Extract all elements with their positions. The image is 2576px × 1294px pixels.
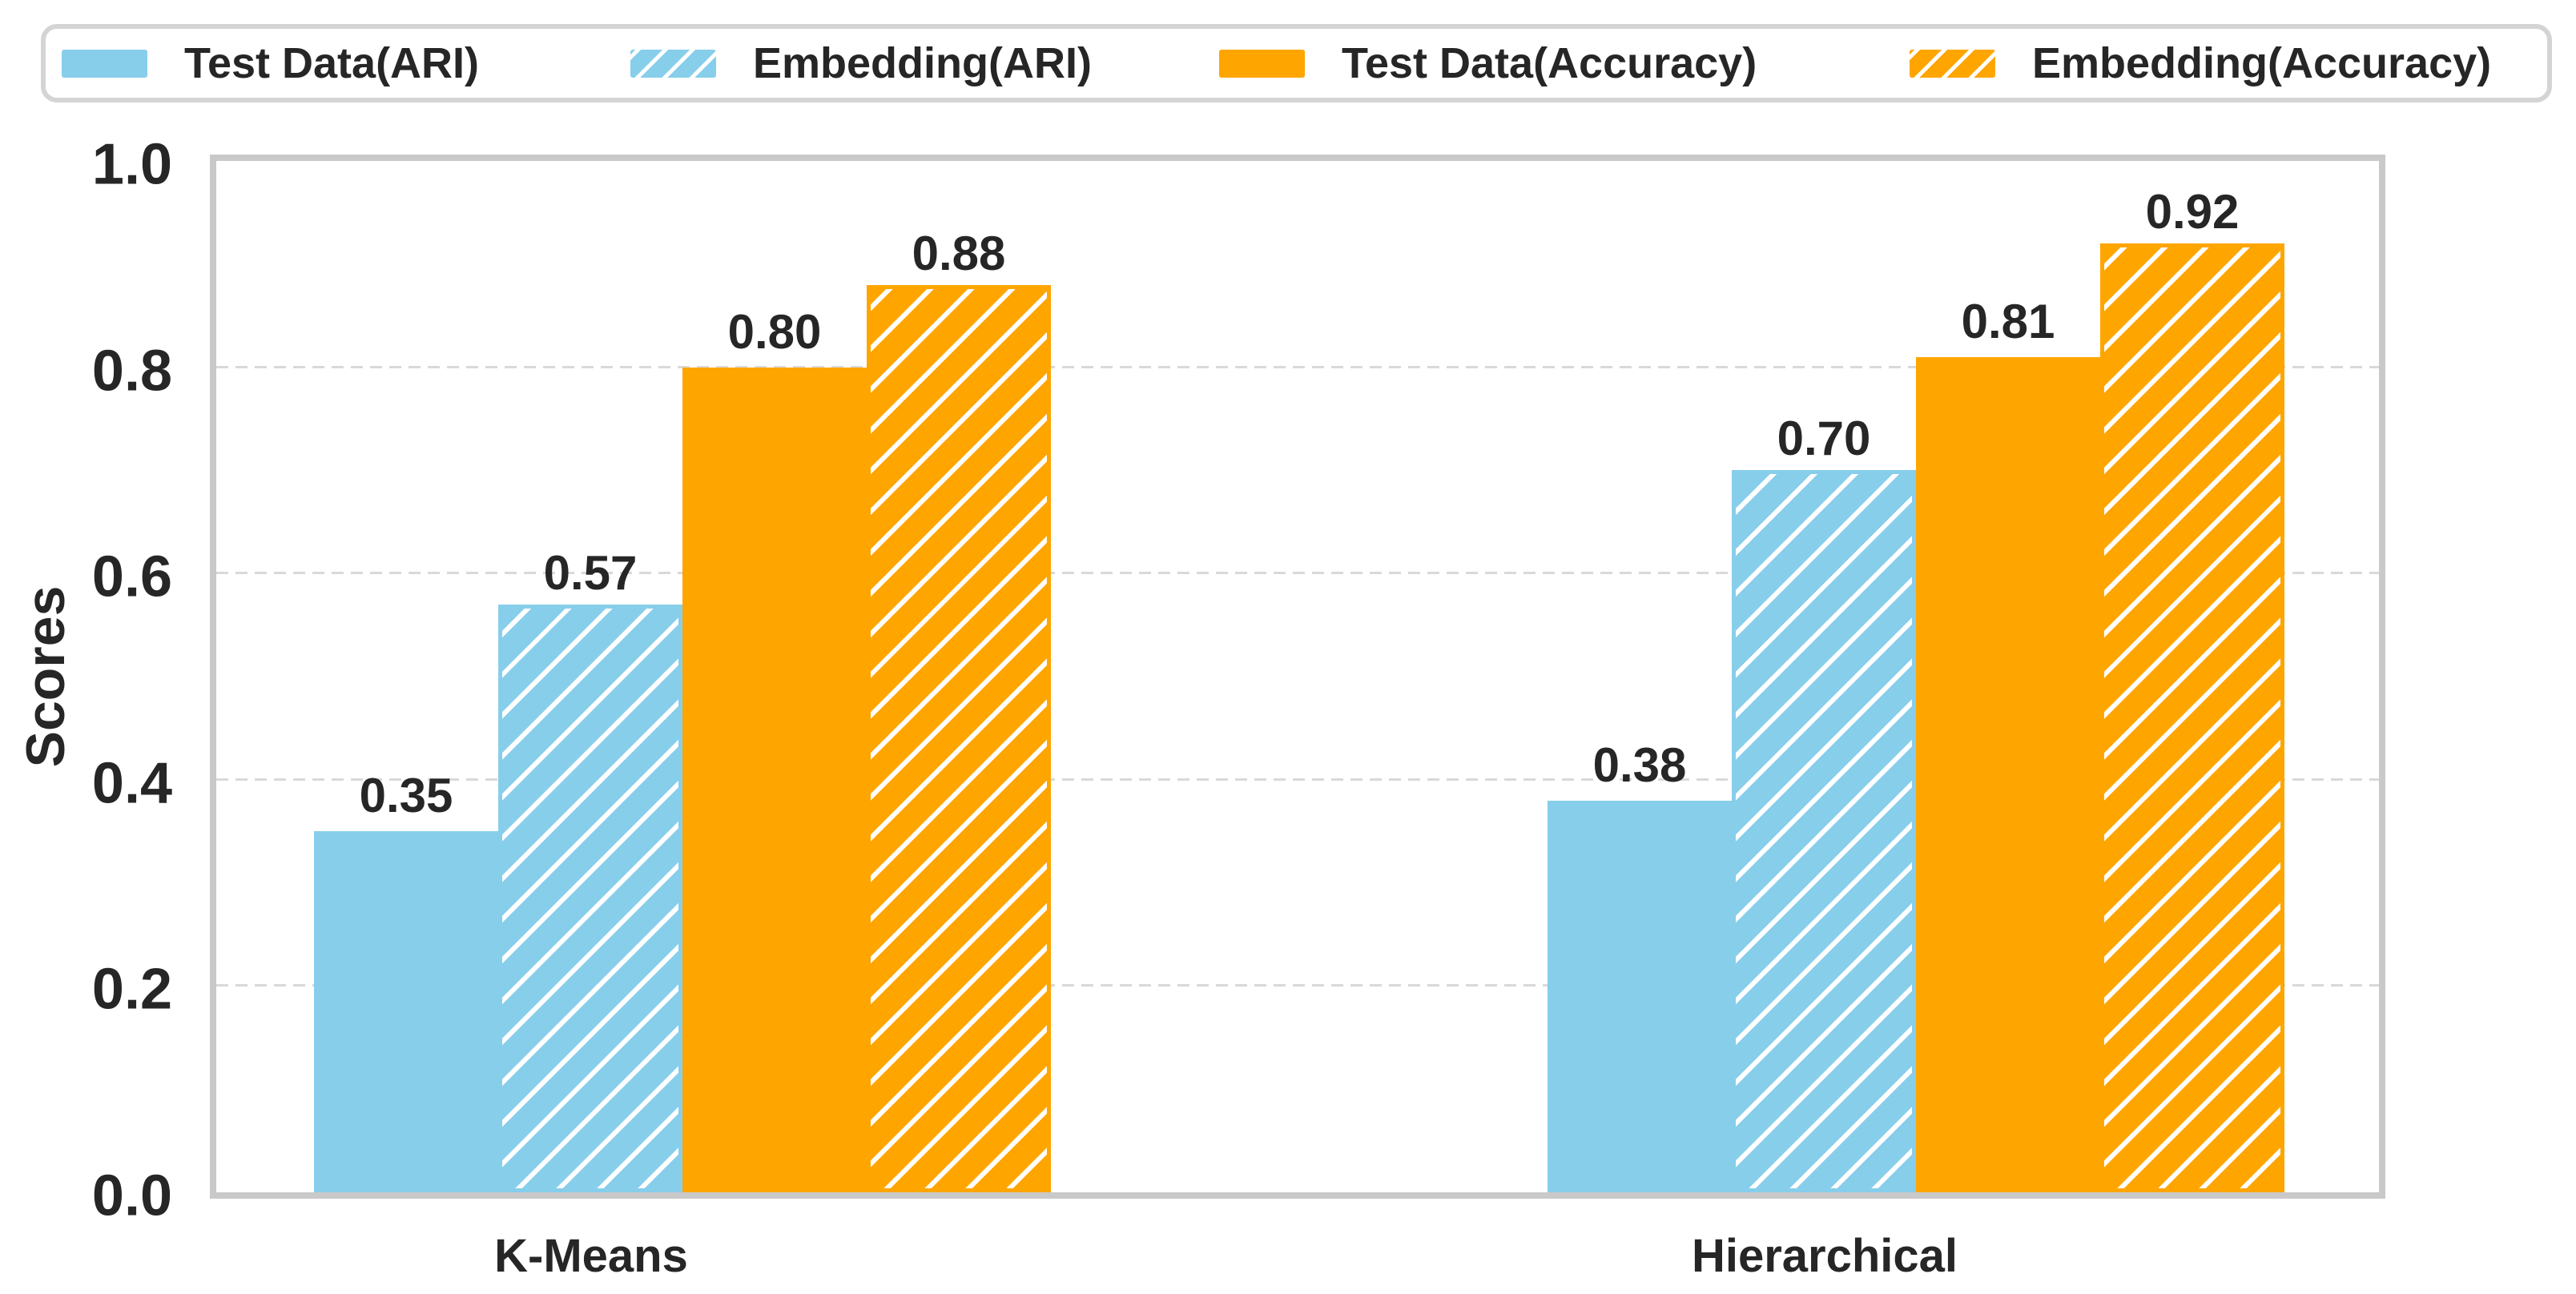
gridline: [216, 365, 2379, 368]
x-category-label: K-Means: [494, 1230, 688, 1282]
legend-swatch-solid-icon: [62, 49, 147, 78]
bar-solid: 0.80: [682, 307, 867, 1192]
legend-item: Test Data(ARI): [62, 29, 479, 98]
y-axis-tick-labels: 0.0 0.2 0.4 0.6 0.8 1.0: [0, 135, 172, 1224]
y-tick-label: 0.0: [91, 1163, 172, 1228]
legend-swatch-hatched-icon: [1910, 49, 1995, 78]
legend-label: Embedding(Accuracy): [2032, 39, 2492, 87]
gridline: [216, 572, 2379, 575]
bar-solid: 0.81: [1916, 297, 2100, 1192]
bar-solid: 0.35: [314, 772, 498, 1192]
bar-hatched: 0.88: [867, 229, 1051, 1192]
y-tick-label: 0.6: [91, 545, 172, 609]
legend-label: Test Data(ARI): [184, 39, 480, 87]
bar-value-label: 0.70: [1777, 412, 1871, 466]
legend-label: Test Data(Accuracy): [1342, 39, 1757, 87]
bar-hatched: 0.57: [498, 549, 682, 1192]
bar-hatched: 0.70: [1732, 415, 1916, 1192]
y-tick-label: 0.4: [91, 751, 172, 816]
bar-value-label: 0.88: [912, 226, 1006, 280]
bar-value-label: 0.92: [2145, 185, 2240, 239]
bar-solid: 0.38: [1548, 741, 1732, 1192]
y-tick-label: 0.2: [91, 957, 172, 1022]
plot-area: 0.35 0.57 0.80 0.88 0.38 0.70 0.81 0.92: [210, 155, 2385, 1199]
gridline: [216, 984, 2379, 987]
bar-value-label: 0.80: [727, 304, 822, 359]
legend-label: Embedding(ARI): [753, 39, 1092, 87]
legend-item: Test Data(Accuracy): [1219, 29, 1757, 98]
legend-item: Embedding(Accuracy): [1910, 29, 2491, 98]
y-tick-label: 1.0: [91, 132, 172, 197]
gridline: [216, 778, 2379, 781]
bar-value-label: 0.35: [359, 769, 453, 823]
legend: Test Data(ARI) Embedding(ARI) Test Data(Ac…: [41, 24, 2552, 102]
bar-value-label: 0.57: [543, 545, 638, 600]
legend-swatch-hatched-icon: [630, 49, 716, 78]
bar-hatched: 0.92: [2100, 188, 2284, 1192]
legend-item: Embedding(ARI): [630, 29, 1092, 98]
bar-value-label: 0.38: [1592, 737, 1687, 792]
y-tick-label: 0.8: [91, 338, 172, 403]
bar-value-label: 0.81: [1961, 294, 2055, 348]
x-category-label: Hierarchical: [1691, 1230, 1958, 1282]
legend-swatch-solid-icon: [1219, 49, 1305, 78]
